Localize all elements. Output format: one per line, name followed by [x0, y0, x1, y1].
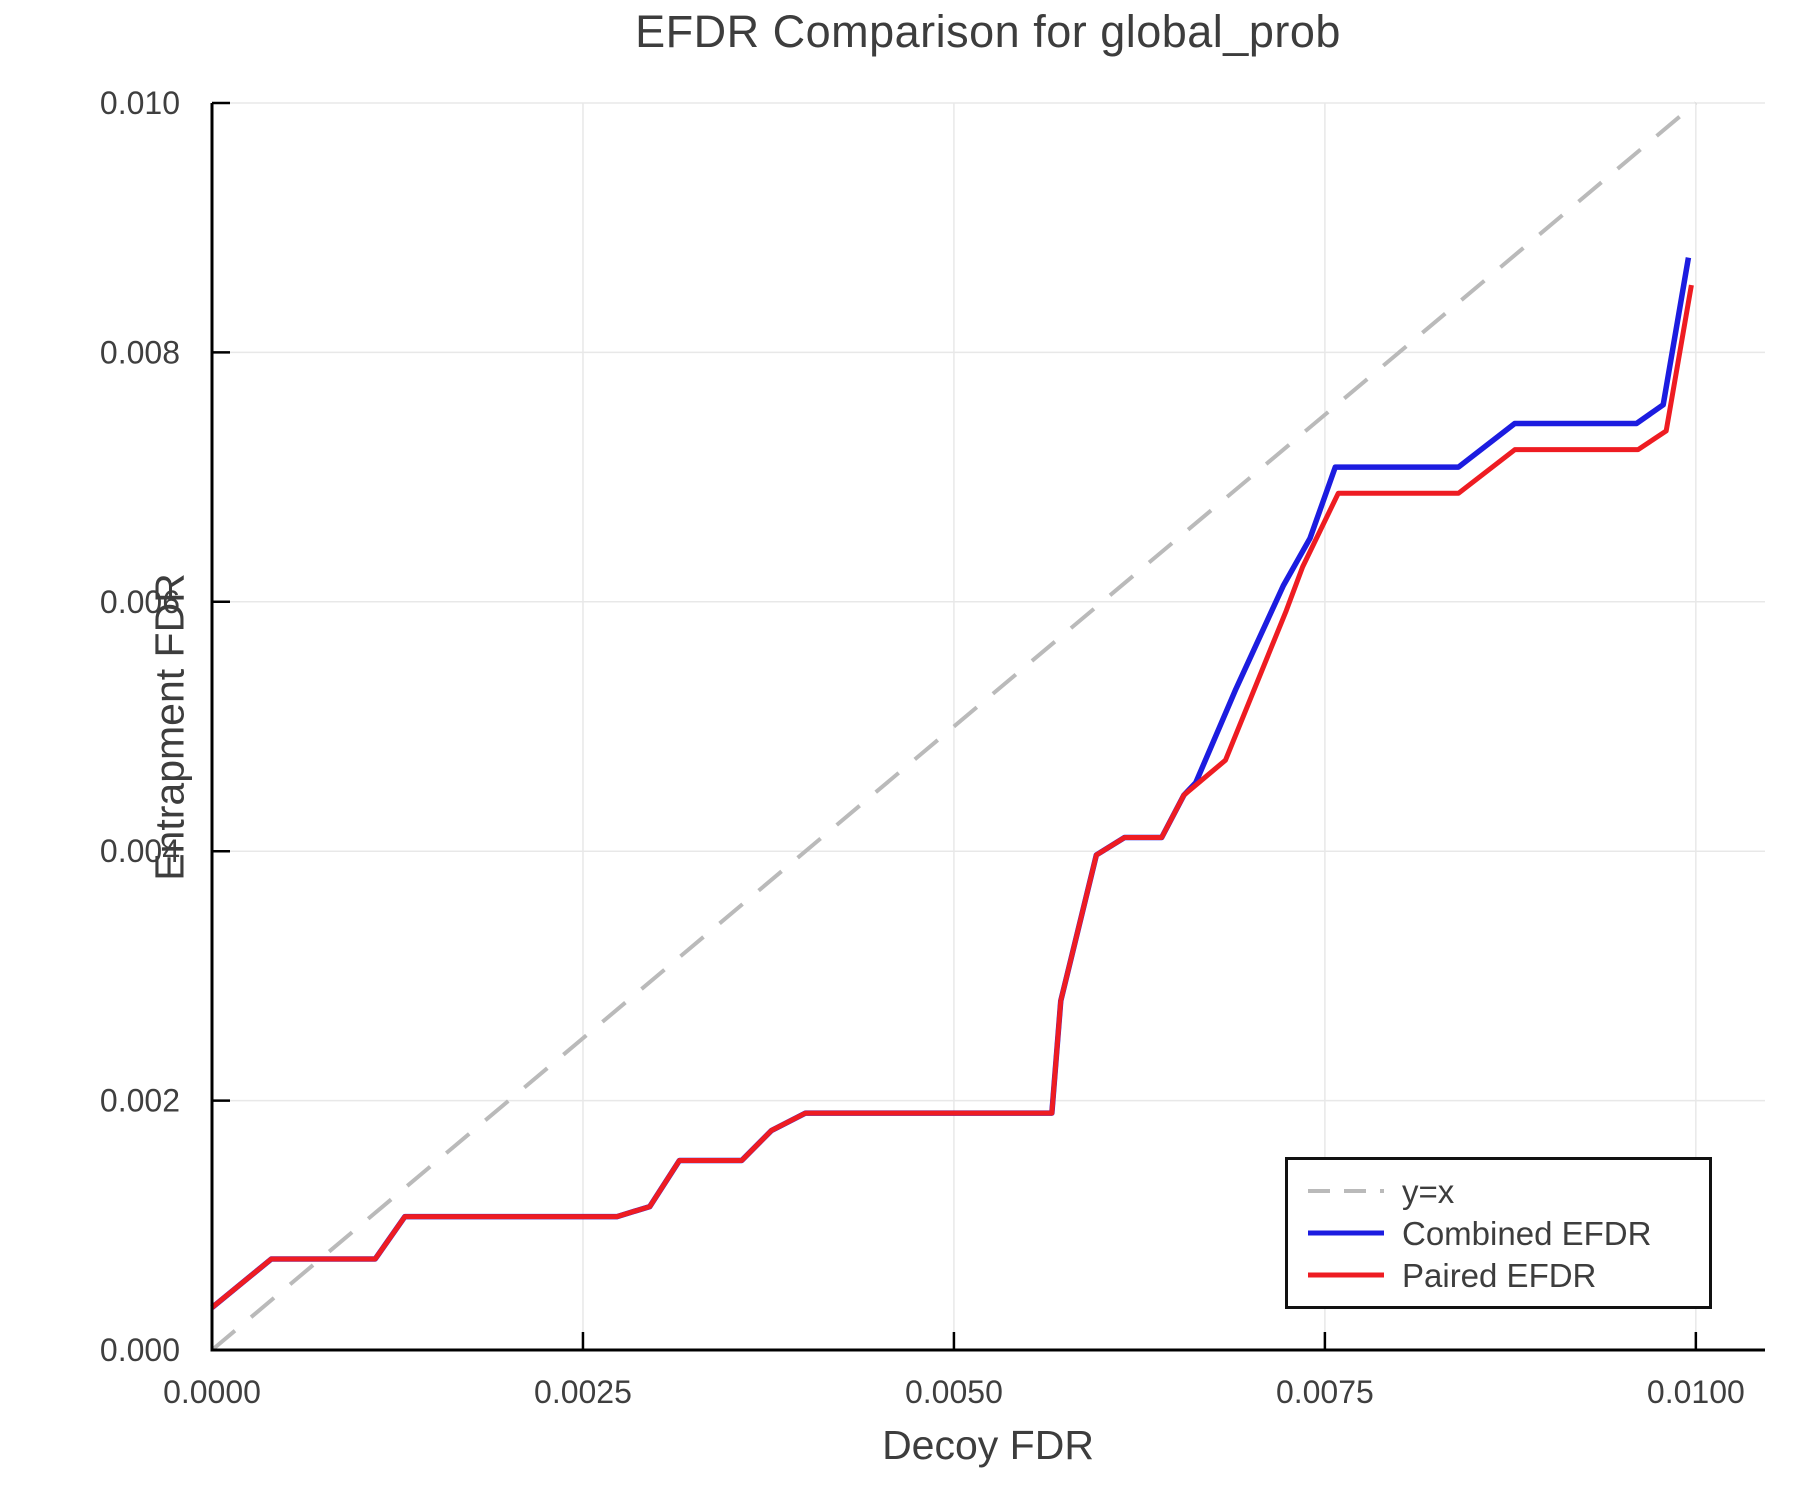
- legend-label-yx: y=x: [1402, 1172, 1455, 1210]
- x-tick-label: 0.0100: [1647, 1374, 1745, 1410]
- legend-item-paired-efdr: Paired EFDR: [1306, 1255, 1709, 1295]
- y-tick-label: 0.010: [100, 85, 180, 121]
- legend-swatch-combined-line: [1308, 1230, 1384, 1236]
- legend-label-combined-efdr: Combined EFDR: [1402, 1214, 1652, 1252]
- x-tick-label: 0.0025: [534, 1374, 632, 1410]
- x-tick-label: 0.0000: [163, 1374, 261, 1410]
- x-tick-label: 0.0075: [1276, 1374, 1374, 1410]
- legend-item-yx: y=x: [1306, 1171, 1709, 1211]
- series-line-combined-efdr: [210, 257, 1692, 1310]
- y-axis-label: Entrapment FDR: [146, 573, 193, 881]
- series-line-paired-efdr: [210, 284, 1694, 1310]
- legend-item-combined-efdr: Combined EFDR: [1306, 1213, 1709, 1253]
- legend: y=x Combined EFDR Paired EFDR: [1285, 1157, 1712, 1309]
- legend-swatch-paired-line: [1308, 1272, 1384, 1278]
- y-tick-label: 0.002: [100, 1083, 180, 1119]
- x-axis-label: Decoy FDR: [882, 1422, 1094, 1468]
- chart-title: EFDR Comparison for global_prob: [635, 6, 1341, 57]
- legend-swatch-yx-line: [1308, 1189, 1384, 1193]
- series-line-y-x: [210, 101, 1698, 1352]
- x-tick-label: 0.0050: [905, 1374, 1003, 1410]
- y-tick-label: 0.004: [100, 833, 180, 869]
- y-tick-label: 0.008: [100, 334, 180, 370]
- y-tick-label: 0.000: [100, 1332, 180, 1368]
- legend-label-paired-efdr: Paired EFDR: [1402, 1256, 1597, 1294]
- y-tick-label: 0.006: [100, 584, 180, 620]
